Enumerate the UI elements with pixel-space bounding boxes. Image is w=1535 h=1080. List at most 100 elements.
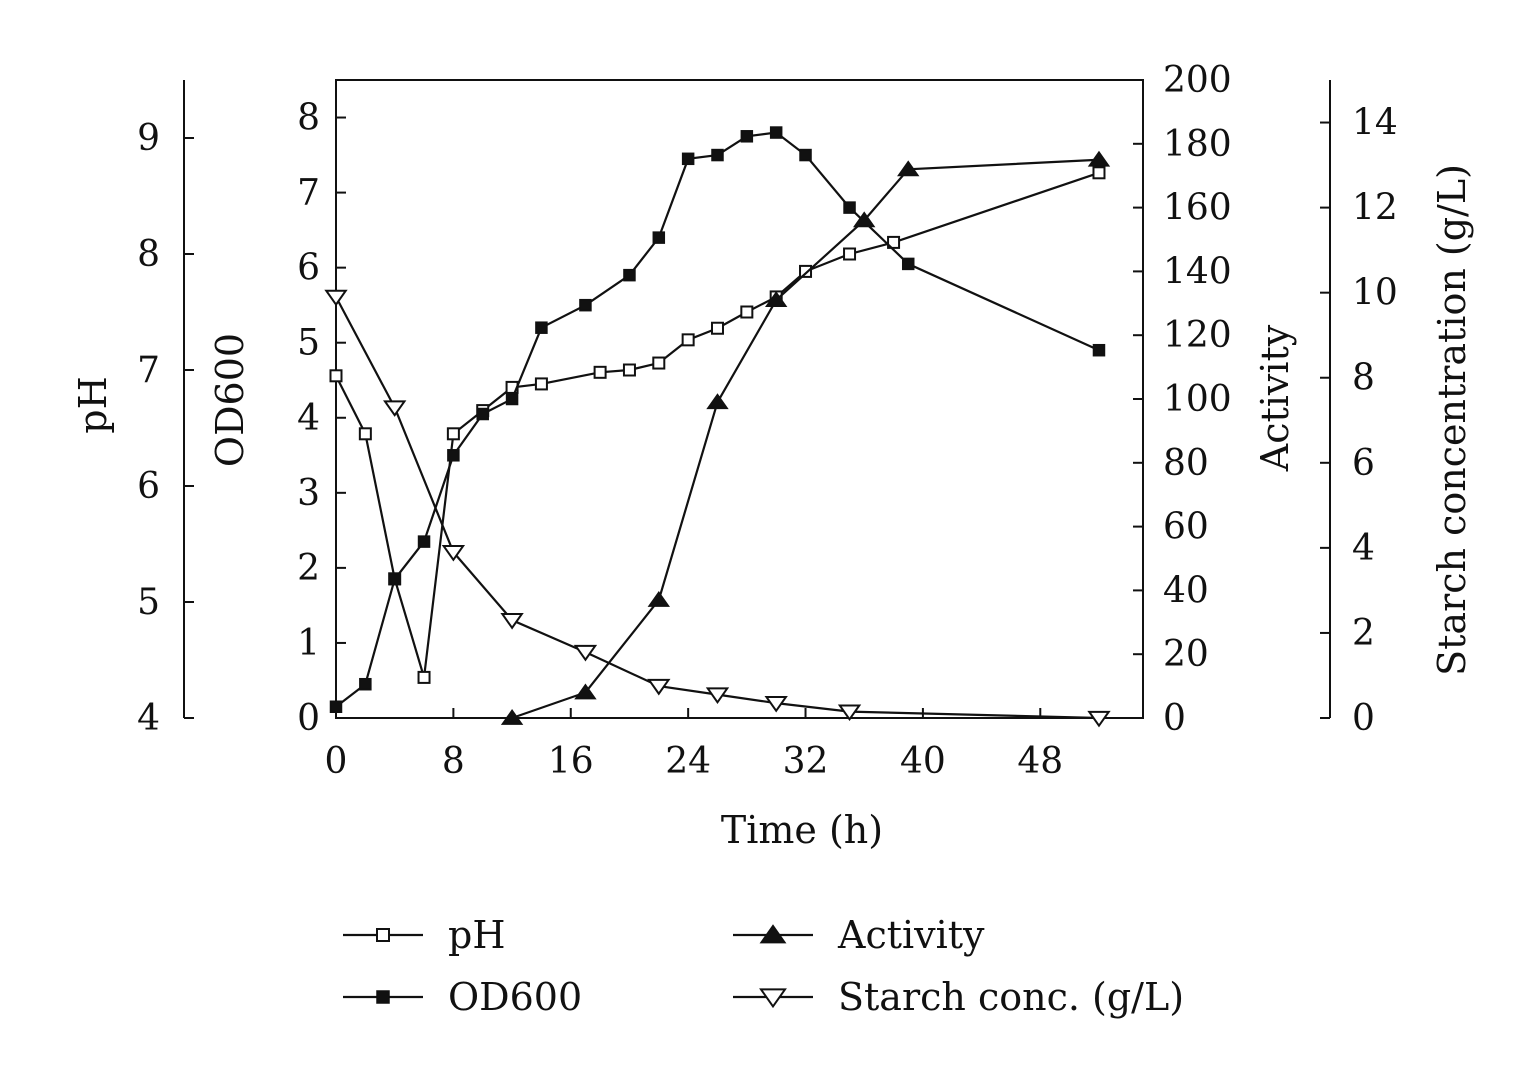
activity-tick-label: 80 — [1163, 443, 1209, 484]
od600-axis: 0 1 2 3 4 5 6 7 8 — [297, 98, 346, 739]
legend-label: pH — [448, 913, 505, 957]
od600-tick-label: 7 — [297, 173, 320, 214]
series-point-ph — [534, 377, 548, 391]
series-point-starch — [705, 687, 730, 704]
series-point-od600 — [711, 148, 724, 162]
series-point-od600 — [476, 407, 489, 421]
ph-tick-label: 5 — [137, 582, 160, 623]
activity-tick-label: 120 — [1163, 315, 1232, 356]
series-point-ph — [740, 305, 754, 319]
od600-axis-title: OD600 — [208, 333, 252, 467]
series-point-ph — [652, 356, 666, 370]
od600-tick-label: 4 — [297, 398, 320, 439]
series-point-starch — [383, 400, 407, 417]
activity-tick-label: 160 — [1163, 188, 1232, 229]
series-point-od600 — [1092, 343, 1106, 357]
activity-tick-label: 60 — [1163, 507, 1209, 548]
plot-frame-box — [335, 79, 1144, 719]
legend-label: Starch conc. (g/L) — [838, 975, 1184, 1019]
series-point-od600 — [579, 298, 592, 312]
x-tick-label: 48 — [1017, 741, 1063, 782]
series-line-ph — [335, 171, 1100, 678]
activity-tick-label: 100 — [1163, 379, 1232, 420]
x-tick-label: 0 — [325, 741, 348, 782]
series-point-starch — [324, 289, 348, 307]
series-point-ph — [622, 363, 636, 377]
starch-tick-label: 10 — [1352, 273, 1398, 314]
series-od600 — [329, 126, 1106, 713]
series-point-activity — [897, 160, 920, 177]
series-point-ph — [799, 264, 813, 278]
x-axis: 0 8 16 24 32 40 48 — [325, 708, 1063, 782]
series-point-od600 — [681, 152, 695, 166]
series-point-od600 — [623, 268, 636, 282]
od600-tick-label: 5 — [297, 323, 320, 364]
x-axis-title: Time (h) — [721, 808, 883, 852]
series-point-ph — [417, 670, 431, 684]
series-point-ph — [446, 427, 460, 441]
x-tick-label: 40 — [900, 741, 946, 782]
series-point-od600 — [417, 535, 431, 548]
activity-tick-label: 20 — [1163, 634, 1209, 675]
starch-axis-title: Starch concentration (g/L) — [1430, 164, 1474, 676]
series-point-starch — [1087, 710, 1111, 728]
series-line-activity — [511, 158, 1100, 720]
ph-tick-label: 4 — [137, 698, 160, 739]
legend: pH Activity OD600 Starch conc. (g/L) — [343, 913, 1184, 1019]
series-point-activity — [574, 683, 597, 700]
series-point-activity — [647, 591, 670, 607]
series-point-od600 — [329, 700, 343, 713]
ph-axis: 4 5 6 7 8 9 — [137, 80, 194, 739]
starch-tick-label: 12 — [1352, 188, 1398, 229]
series-starch — [324, 289, 1111, 728]
series-point-starch — [837, 704, 862, 722]
legend-marker — [376, 928, 390, 942]
activity-axis-title: Activity — [1253, 324, 1297, 472]
plot-frame — [335, 79, 1144, 719]
starch-tick-label: 14 — [1352, 103, 1398, 144]
series-point-starch — [647, 678, 671, 696]
od600-tick-label: 8 — [297, 98, 320, 139]
ph-tick-label: 9 — [137, 118, 160, 159]
series-point-activity — [1087, 150, 1111, 167]
series-point-od600 — [359, 677, 372, 691]
starch-tick-label: 4 — [1352, 528, 1375, 569]
series-point-activity — [500, 709, 524, 725]
series-point-activity — [706, 393, 729, 410]
ph-axis-title: pH — [71, 376, 115, 433]
legend-entry: OD600 — [343, 975, 582, 1019]
series-line-od600 — [335, 131, 1100, 708]
legend-label: Activity — [837, 913, 985, 957]
series-point-starch — [500, 612, 524, 630]
starch-tick-label: 6 — [1352, 443, 1375, 484]
od600-tick-label: 0 — [297, 698, 320, 739]
series-point-od600 — [505, 392, 519, 406]
starch-axis: 0 2 4 6 8 10 12 14 — [1320, 80, 1398, 739]
x-tick-label: 32 — [783, 741, 829, 782]
od600-tick-label: 3 — [297, 473, 320, 514]
ph-tick-label: 6 — [137, 466, 160, 507]
ph-tick-label: 7 — [137, 350, 160, 391]
series-point-ph — [329, 369, 343, 383]
series-point-od600 — [535, 321, 548, 334]
series-ph — [329, 166, 1106, 684]
series-point-activity — [853, 211, 876, 228]
ph-tick-label: 8 — [137, 234, 160, 275]
activity-axis: 0 20 40 60 80 100 120 140 160 180 200 — [1133, 60, 1232, 739]
series-activity — [500, 150, 1111, 725]
series-point-ph — [681, 333, 695, 347]
x-tick-label: 24 — [665, 741, 711, 782]
legend-marker — [376, 990, 390, 1004]
series-point-ph — [710, 321, 724, 335]
starch-tick-label: 8 — [1352, 358, 1375, 399]
legend-marker — [759, 988, 787, 1009]
activity-tick-label: 0 — [1163, 698, 1186, 739]
series-point-ph — [843, 247, 857, 261]
series-point-od600 — [769, 126, 783, 139]
series-point-activity — [764, 291, 788, 308]
series-point-ph — [358, 427, 372, 441]
series-point-starch — [764, 695, 788, 713]
activity-tick-label: 200 — [1163, 60, 1232, 101]
series-point-ph — [593, 365, 607, 379]
od600-tick-label: 6 — [297, 248, 320, 289]
